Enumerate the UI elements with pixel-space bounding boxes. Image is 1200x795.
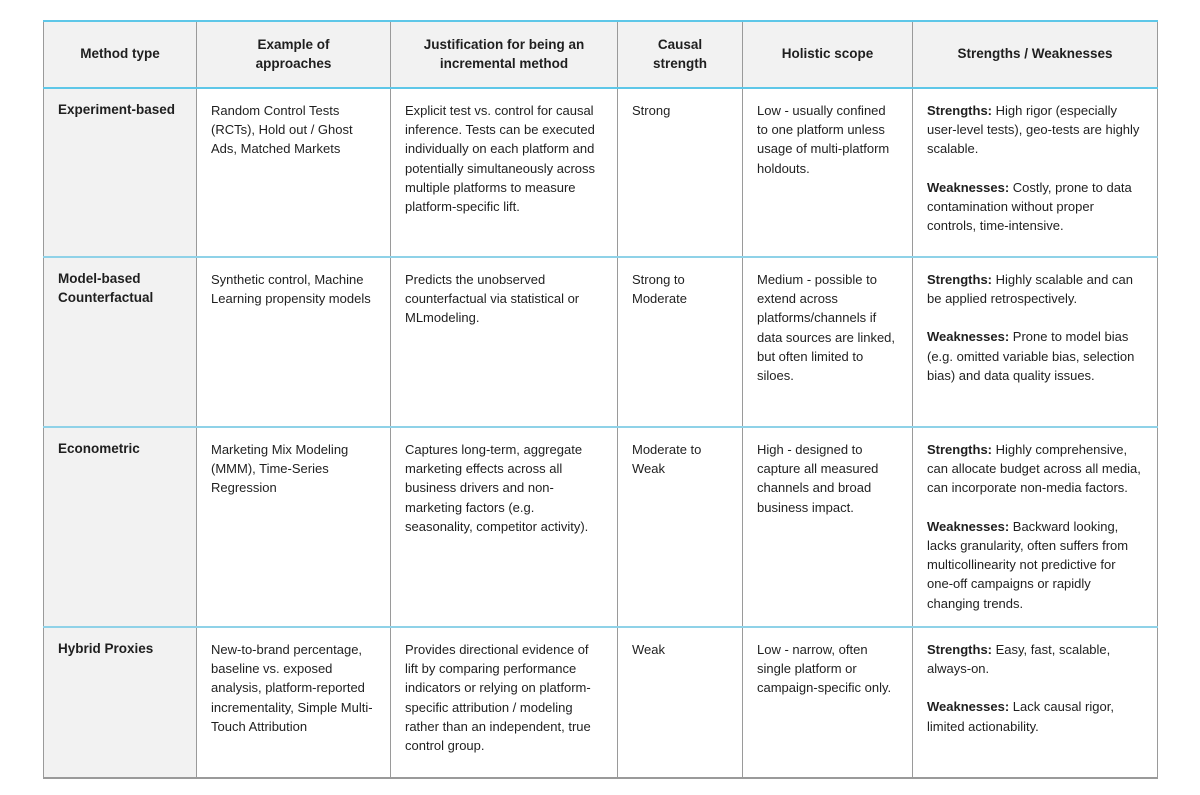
cell-strengths-weaknesses: Strengths: Easy, fast, scalable, always-… xyxy=(912,627,1158,778)
col-header-causal-strength: Causal strength xyxy=(617,20,743,89)
cell-strengths-weaknesses: Strengths: High rigor (especially user-l… xyxy=(912,88,1158,257)
cell-method-type: Model-based Counterfactual xyxy=(43,257,197,427)
cell-strengths-weaknesses: Strengths: Highly comprehensive, can all… xyxy=(912,427,1158,627)
table-row-hybrid-proxies: Hybrid Proxies New-to-brand percentage, … xyxy=(43,627,1158,778)
cell-examples: New-to-brand percentage, baseline vs. ex… xyxy=(196,627,391,778)
weaknesses-value: Lack causal rigor, limited actionability… xyxy=(927,699,1114,734)
cell-method-type: Econometric xyxy=(43,427,197,627)
weaknesses-text: Weaknesses: Backward looking, lacks gran… xyxy=(927,517,1143,613)
header-row: Method type Example of approaches Justif… xyxy=(43,20,1158,89)
weaknesses-value: Backward looking, lacks granularity, oft… xyxy=(927,518,1129,611)
table-row-model-based-counterfactual: Model-based Counterfactual Synthetic con… xyxy=(43,257,1158,427)
strengths-value: Highly comprehensive, can allocate budge… xyxy=(927,442,1141,496)
strengths-label: Strengths: xyxy=(927,272,992,287)
col-header-strengths-weaknesses: Strengths / Weaknesses xyxy=(912,20,1158,89)
cell-causal-strength: Strong xyxy=(617,88,743,257)
page-container: Method type Example of approaches Justif… xyxy=(43,20,1158,779)
col-header-method-type: Method type xyxy=(43,20,197,89)
weaknesses-value: Costly, prone to data contamination with… xyxy=(927,179,1132,234)
cell-method-type: Experiment-based xyxy=(43,88,197,257)
col-header-example-approaches: Example of approaches xyxy=(196,20,391,89)
cell-justification: Captures long-term, aggregate marketing … xyxy=(390,427,618,627)
col-header-justification: Justification for being an incremental m… xyxy=(390,20,618,89)
cell-holistic-scope: Medium - possible to extend across platf… xyxy=(742,257,913,427)
strengths-value: Easy, fast, scalable, always-on. xyxy=(927,642,1111,677)
weaknesses-value: Prone to model bias (e.g. omitted variab… xyxy=(927,329,1135,383)
cell-holistic-scope: Low - narrow, often single platform or c… xyxy=(742,627,913,778)
strengths-value: Highly scalable and can be applied retro… xyxy=(927,272,1133,307)
strengths-text: Strengths: Highly comprehensive, can all… xyxy=(927,440,1143,498)
cell-examples: Synthetic control, Machine Learning prop… xyxy=(196,257,391,427)
weaknesses-text: Weaknesses: Lack causal rigor, limited a… xyxy=(927,697,1143,735)
table-row-econometric: Econometric Marketing Mix Modeling (MMM)… xyxy=(43,427,1158,627)
cell-justification: Predicts the unobserved counterfactual v… xyxy=(390,257,618,427)
strengths-label: Strengths: xyxy=(927,103,992,118)
strengths-label: Strengths: xyxy=(927,642,992,657)
cell-causal-strength: Weak xyxy=(617,627,743,778)
weaknesses-label: Weaknesses: xyxy=(927,329,1010,345)
cell-holistic-scope: High - designed to capture all measured … xyxy=(742,427,913,627)
cell-causal-strength: Moderate to Weak xyxy=(617,427,743,627)
cell-causal-strength: Strong to Moderate xyxy=(617,257,743,427)
col-header-holistic-scope: Holistic scope xyxy=(742,20,913,89)
cell-examples: Marketing Mix Modeling (MMM), Time-Serie… xyxy=(196,427,391,627)
weaknesses-text: Weaknesses: Costly, prone to data contam… xyxy=(927,178,1143,236)
strengths-value: High rigor (especially user-level tests)… xyxy=(927,103,1140,157)
weaknesses-label: Weaknesses: xyxy=(927,179,1010,195)
cell-justification: Explicit test vs. control for causal inf… xyxy=(390,88,618,257)
strengths-text: Strengths: High rigor (especially user-l… xyxy=(927,101,1143,159)
cell-strengths-weaknesses: Strengths: Highly scalable and can be ap… xyxy=(912,257,1158,427)
weaknesses-label: Weaknesses: xyxy=(927,518,1010,534)
cell-examples: Random Control Tests (RCTs), Hold out / … xyxy=(196,88,391,257)
method-comparison-table: Method type Example of approaches Justif… xyxy=(43,20,1158,779)
cell-holistic-scope: Low - usually confined to one platform u… xyxy=(742,88,913,257)
table-row-experiment-based: Experiment-based Random Control Tests (R… xyxy=(43,88,1158,257)
strengths-label: Strengths: xyxy=(927,442,992,457)
weaknesses-text: Weaknesses: Prone to model bias (e.g. om… xyxy=(927,327,1143,385)
cell-method-type: Hybrid Proxies xyxy=(43,627,197,778)
weaknesses-label: Weaknesses: xyxy=(927,699,1010,715)
strengths-text: Strengths: Highly scalable and can be ap… xyxy=(927,270,1143,308)
cell-justification: Provides directional evidence of lift by… xyxy=(390,627,618,778)
strengths-text: Strengths: Easy, fast, scalable, always-… xyxy=(927,640,1143,678)
table-body: Experiment-based Random Control Tests (R… xyxy=(43,88,1158,778)
table-header: Method type Example of approaches Justif… xyxy=(43,20,1158,89)
